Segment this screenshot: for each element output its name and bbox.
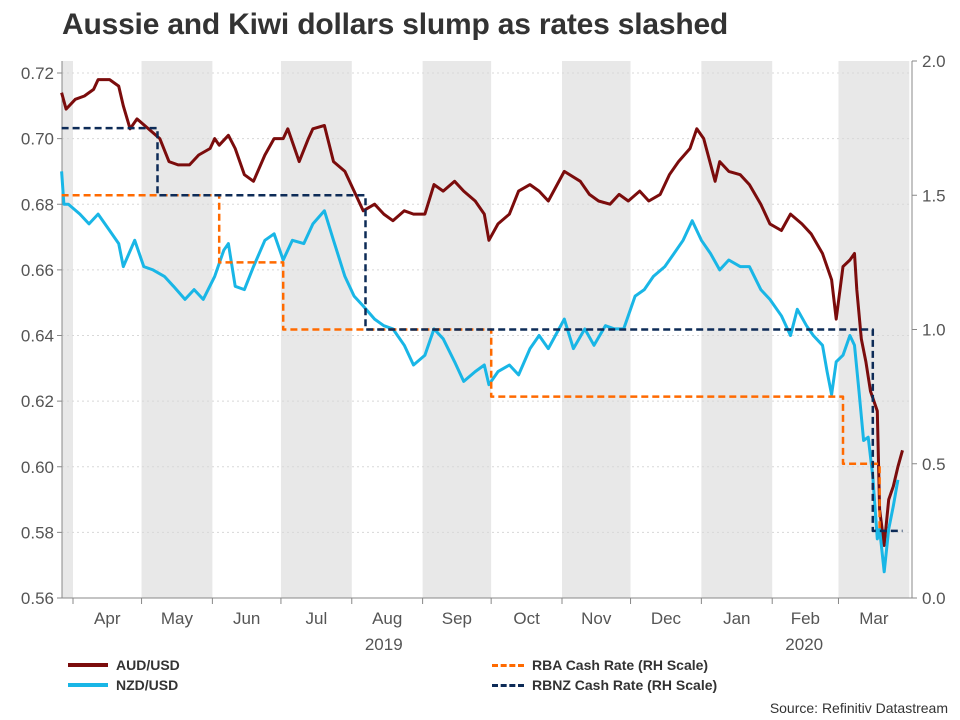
right-tick-label: 1.5: [922, 186, 946, 205]
legend-label-nzd: NZD/USD: [116, 677, 179, 693]
month-label: Aug: [372, 609, 402, 628]
left-tick-label: 0.68: [21, 195, 54, 214]
month-label: Feb: [791, 609, 820, 628]
legend-rbnz: RBNZ Cash Rate (RH Scale): [492, 677, 717, 693]
month-label: Dec: [651, 609, 682, 628]
month-shade-band: [62, 61, 73, 598]
month-label: Mar: [859, 609, 889, 628]
year-label: 2019: [365, 635, 403, 654]
legend-nzd: NZD/USD: [68, 677, 178, 693]
legend-swatch-rba: [492, 663, 524, 667]
left-tick-label: 0.58: [21, 523, 54, 542]
month-label: Sep: [442, 609, 472, 628]
right-tick-label: 1.0: [922, 321, 946, 340]
left-tick-label: 0.66: [21, 261, 54, 280]
series-line-rbnz: [61, 126, 903, 533]
year-label: 2020: [785, 635, 823, 654]
legend-label-rba: RBA Cash Rate (RH Scale): [532, 657, 709, 673]
month-label: Jul: [305, 609, 327, 628]
legend-label-rbnz: RBNZ Cash Rate (RH Scale): [532, 677, 718, 693]
month-label: May: [161, 609, 194, 628]
left-tick-label: 0.60: [21, 458, 54, 477]
month-shade-band: [141, 61, 213, 598]
left-tick-label: 0.56: [21, 589, 54, 608]
legend-label-aud: AUD/USD: [116, 657, 180, 673]
left-tick-label: 0.72: [21, 64, 54, 83]
legend-aud: AUD/USD: [68, 657, 180, 673]
series-line-nzd-usd: [60, 171, 900, 574]
month-label: Apr: [94, 609, 121, 628]
left-tick-label: 0.70: [21, 130, 54, 149]
right-tick-label: 2.0: [922, 52, 946, 71]
legend-swatch-aud: [68, 663, 108, 667]
month-label: Oct: [513, 609, 540, 628]
legend-rba: RBA Cash Rate (RH Scale): [492, 657, 708, 673]
right-tick-label: 0.5: [922, 455, 946, 474]
series-line-aud-usd: [60, 78, 904, 547]
left-tick-label: 0.64: [21, 327, 54, 346]
legend-swatch-rbnz: [492, 683, 524, 687]
right-tick-label: 0.0: [922, 589, 946, 608]
source-note: Source: Refinitiv Datastream: [769, 700, 948, 716]
month-label: Jun: [233, 609, 260, 628]
legend-swatch-nzd: [68, 683, 108, 687]
chart-title: Aussie and Kiwi dollars slump as rates s…: [62, 8, 729, 41]
month-label: Jan: [723, 609, 750, 628]
month-label: Nov: [581, 609, 612, 628]
left-tick-label: 0.62: [21, 392, 54, 411]
